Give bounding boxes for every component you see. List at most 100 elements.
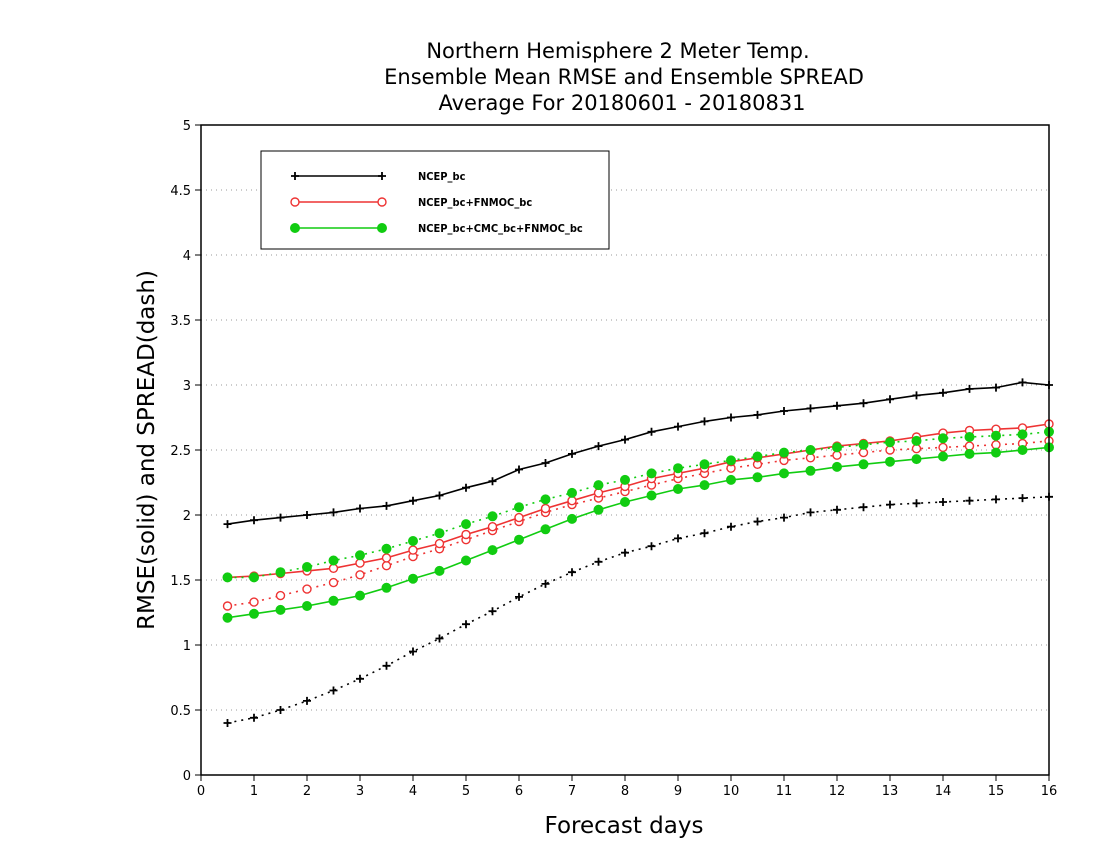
rmse-point: [409, 496, 417, 505]
rmse-point: [250, 516, 258, 525]
spread-point: [275, 590, 286, 601]
rmse-point: [912, 391, 921, 400]
legend-label: NCEP_bc: [418, 170, 466, 183]
spread-point: [461, 519, 471, 530]
spread-point: [859, 503, 868, 512]
spread-point: [303, 696, 311, 705]
spread-point: [223, 719, 232, 727]
spread-point: [753, 517, 762, 526]
spread-point: [647, 542, 656, 551]
spread-point: [355, 570, 365, 580]
spread-point: [382, 661, 391, 670]
rmse-point: [859, 399, 868, 408]
rmse-point: [540, 524, 551, 535]
spread-point: [488, 607, 497, 616]
x-tick-label: 15: [988, 784, 1005, 799]
spread-point: [832, 450, 842, 460]
spread-point: [806, 508, 815, 517]
spread-point: [938, 433, 948, 444]
spread-point: [302, 584, 312, 594]
spread-point: [673, 463, 683, 474]
rmse-point: [567, 513, 577, 524]
legend-label: NCEP_bc+CMC_bc+FNMOC_bc: [418, 222, 583, 235]
rmse-point: [593, 504, 604, 515]
x-tick-label: 16: [1041, 784, 1058, 799]
series-NCEP_bc: [223, 378, 1053, 727]
x-tick-label: 5: [462, 784, 470, 799]
rmse-point: [806, 404, 815, 413]
rmse-point: [646, 490, 657, 501]
rmse-point: [753, 410, 762, 419]
spread-point: [594, 557, 603, 566]
spread-point: [329, 686, 338, 695]
rmse-point: [541, 459, 550, 467]
spread-point: [939, 498, 947, 506]
rmse-point: [382, 501, 391, 510]
spread-point: [275, 567, 286, 578]
rmse-point: [594, 442, 603, 451]
spread-point: [462, 620, 470, 629]
y-axis-ticks: 0 0.5 1 1.5 2 2.5 3 3.5 4 4.5 5: [170, 119, 201, 784]
x-tick-label: 6: [515, 784, 523, 799]
rmse-point: [303, 511, 311, 519]
rmse-point: [620, 497, 630, 507]
title-line-1: Northern Hemisphere 2 Meter Temp.: [426, 39, 809, 63]
spread-point: [965, 496, 974, 505]
spread-point: [912, 499, 921, 508]
rmse-point: [355, 590, 365, 601]
rmse-point: [647, 427, 656, 436]
rmse-point: [726, 474, 736, 485]
rmse-point: [434, 565, 445, 576]
spread-point: [699, 459, 710, 470]
rmse-point: [275, 604, 286, 615]
spread-point: [620, 474, 630, 485]
rmse-point: [461, 529, 471, 540]
spread-point: [1018, 494, 1027, 503]
series-NCEP_bc+FNMOC_bc: [222, 419, 1054, 611]
rmse-point: [965, 384, 974, 393]
spread-point: [700, 529, 709, 538]
spread-point: [646, 468, 657, 479]
rmse-point: [435, 491, 444, 500]
grid-lines: [201, 189, 1049, 711]
rmse-point: [381, 582, 392, 593]
y-tick-label: 2: [183, 509, 191, 524]
spread-point: [991, 430, 1001, 441]
rmse-point: [621, 435, 629, 444]
y-tick-label: 1: [183, 639, 191, 654]
spread-point: [515, 592, 523, 601]
legend-marker: [378, 172, 386, 180]
title-line-3: Average For 20180601 - 20180831: [438, 91, 805, 115]
rmse-point: [408, 545, 418, 555]
spread-point: [408, 536, 418, 546]
spread-line: [227, 496, 1050, 724]
rmse-point: [487, 522, 498, 532]
legend-label: NCEP_bc+FNMOC_bc: [418, 196, 532, 209]
rmse-point: [514, 512, 524, 523]
spread-point: [674, 534, 682, 543]
x-tick-label: 12: [829, 784, 846, 799]
spread-point: [355, 550, 365, 561]
spread-point: [328, 555, 339, 566]
spread-point: [567, 487, 577, 498]
spread-point: [780, 513, 788, 522]
series-layer: [222, 378, 1054, 727]
spread-point: [779, 447, 789, 458]
rmse-point: [462, 483, 470, 492]
y-tick-label: 4.5: [170, 184, 191, 199]
x-axis-title: Forecast days: [545, 813, 704, 839]
rmse-point: [488, 477, 497, 486]
spread-point: [1017, 429, 1028, 440]
rmse-point: [568, 449, 576, 458]
spread-point: [832, 442, 842, 453]
rmse-point: [514, 534, 524, 545]
rmse-point: [886, 395, 894, 404]
legend-marker: [291, 172, 299, 180]
x-tick-label: 4: [409, 784, 417, 799]
spread-point: [249, 572, 259, 583]
legend-marker: [377, 223, 387, 233]
x-tick-label: 13: [882, 784, 899, 799]
x-axis-ticks: 0 1 2 3 4 5 6 7 8 9 10 11 12 13 14 15 16: [197, 775, 1057, 799]
legend-marker: [290, 197, 300, 207]
y-tick-label: 2.5: [170, 444, 191, 459]
